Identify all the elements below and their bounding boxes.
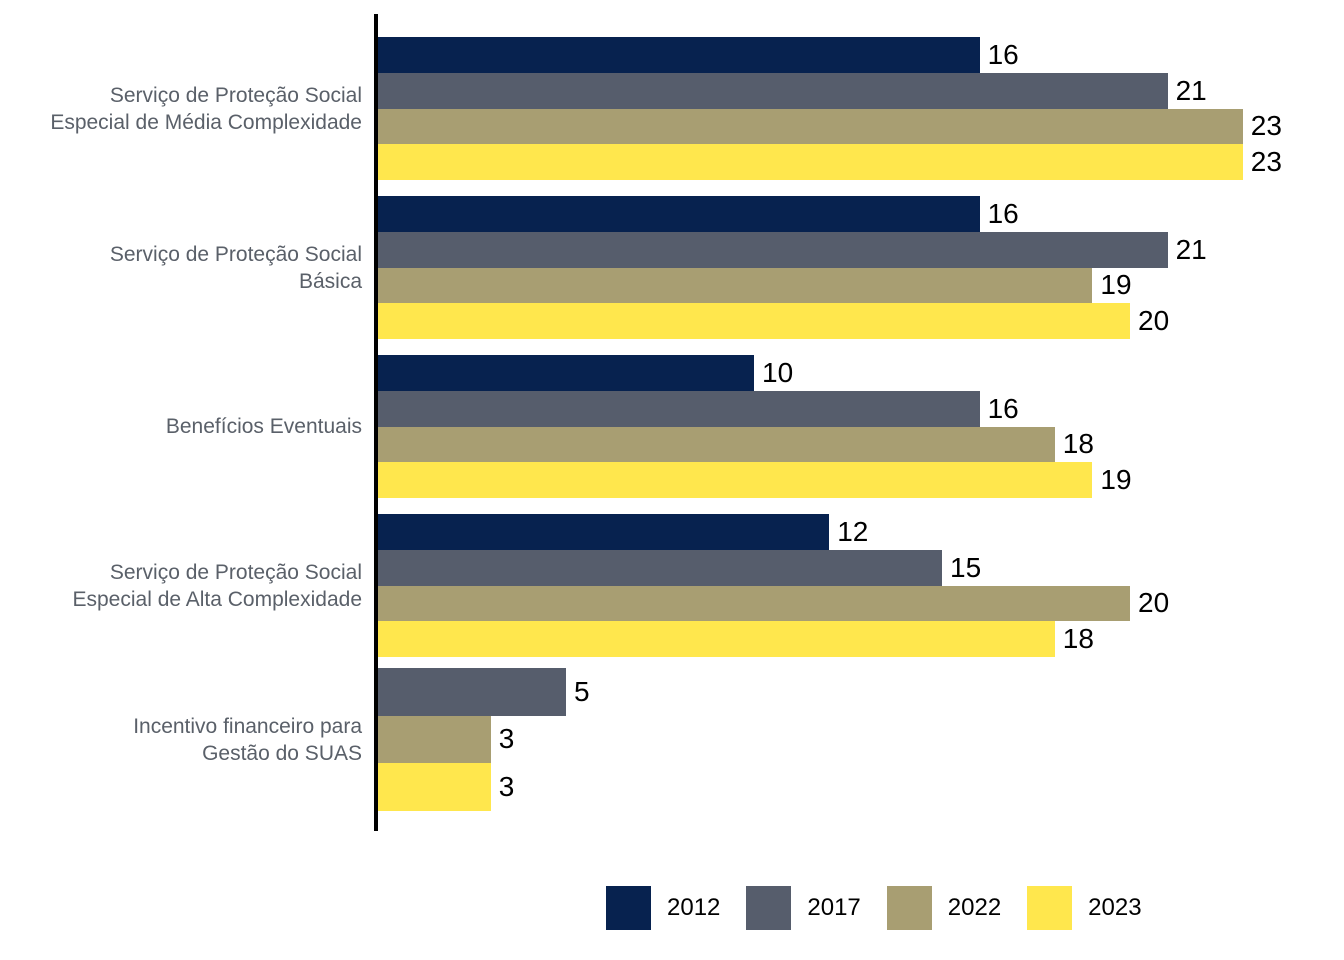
legend-label: 2022 [947, 894, 1002, 921]
bar-value-label: 21 [1175, 74, 1207, 106]
bar-value-label: 18 [1062, 428, 1094, 460]
bar-2017 [378, 72, 1168, 109]
bar-group: 16 21 23 23 [378, 37, 1282, 180]
bar-2022 [378, 108, 1243, 145]
legend-item-2022: 2022 [886, 886, 1002, 930]
bar-2022 [378, 267, 1093, 304]
legend-label: 2012 [667, 894, 721, 921]
legend-swatch-2012 [606, 886, 651, 930]
bar-2023 [378, 462, 1093, 498]
bar-value-label: 16 [987, 197, 1019, 229]
bar-2023 [378, 144, 1243, 180]
category-label: Serviço de Proteção Social Básica [109, 242, 362, 293]
bar-group: 10 16 18 19 [378, 355, 1132, 498]
legend: 2012 2017 2022 2023 [606, 886, 1168, 930]
bar-value-label: 19 [1100, 269, 1132, 301]
bar-2017 [378, 390, 980, 427]
bar-value-label: 12 [837, 515, 869, 547]
legend-swatch-2017 [746, 886, 792, 930]
bar-2022 [378, 426, 1055, 463]
bar-value-label: 23 [1250, 110, 1282, 142]
legend-item-2023: 2023 [1027, 886, 1142, 930]
bar-2023 [378, 621, 1055, 657]
legend-label: 2023 [1088, 894, 1142, 921]
legend-label: 2017 [807, 894, 861, 921]
bar-value-label: 16 [987, 392, 1019, 424]
legend-item-2012: 2012 [606, 886, 720, 930]
bar-value-label: 10 [762, 356, 794, 388]
bar-value-label: 23 [1250, 146, 1282, 178]
bar-value-label: 5 [574, 675, 590, 707]
bar-2012 [378, 196, 980, 232]
bar-value-label: 20 [1138, 587, 1170, 619]
bar-2012 [378, 514, 830, 550]
bar-2017 [378, 549, 942, 586]
bar-2017 [378, 668, 566, 716]
bar-value-label: 15 [950, 551, 982, 583]
bar-2023 [378, 763, 491, 811]
y-axis-line [374, 14, 378, 831]
bar-value-label: 16 [987, 38, 1019, 70]
legend-swatch-2022 [886, 886, 932, 930]
bar-group: 12 15 20 18 [378, 514, 1169, 657]
legend-item-2017: 2017 [746, 886, 861, 930]
category-label: Incentivo financeiro para Gestão do SUAS [133, 714, 362, 765]
bar-2023 [378, 303, 1130, 339]
bar-2012 [378, 37, 980, 73]
legend-swatch-2023 [1027, 886, 1073, 930]
bar-2022 [378, 585, 1130, 622]
bar-value-label: 3 [498, 723, 515, 755]
bar-value-label: 20 [1138, 305, 1170, 337]
bar-2017 [378, 231, 1168, 268]
bar-group: 5 3 3 [378, 668, 590, 811]
bar-value-label: 21 [1175, 233, 1207, 265]
bar-2022 [378, 715, 491, 764]
bar-2012 [378, 355, 754, 391]
bar-value-label: 18 [1062, 623, 1094, 655]
bar-value-label: 19 [1100, 464, 1132, 496]
bar-value-label: 3 [498, 771, 515, 803]
category-label: Serviço de Proteção Social Especial de A… [72, 560, 362, 611]
category-label: Serviço de Proteção Social Especial de M… [50, 83, 362, 134]
category-label: Benefícios Eventuais [165, 415, 362, 438]
bar-group: 16 21 19 20 [378, 196, 1207, 339]
